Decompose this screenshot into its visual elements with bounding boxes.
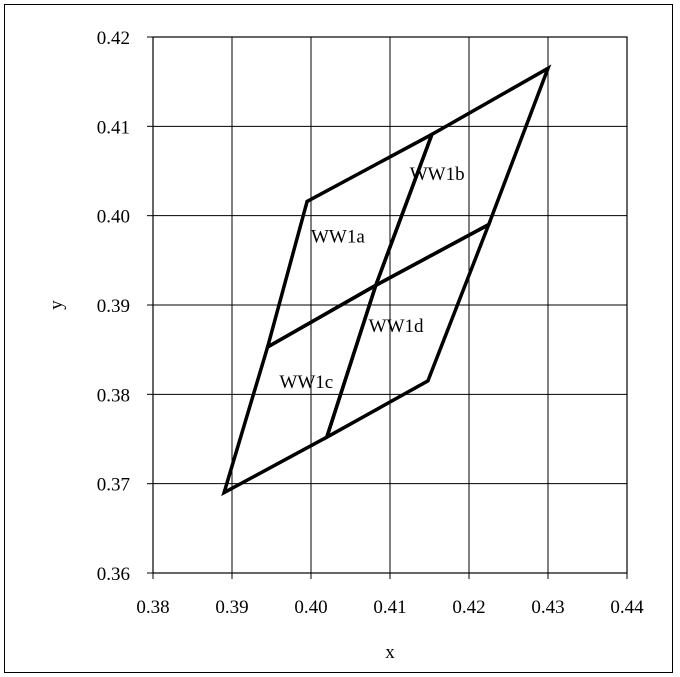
region-labels: WW1a WW1b WW1c WW1d: [279, 164, 464, 393]
region-label-ww1c: WW1c: [279, 372, 333, 393]
y-tick-label: 0.42: [97, 28, 130, 49]
y-tick-label: 0.40: [97, 207, 130, 228]
y-tick-label: 0.37: [97, 475, 130, 496]
x-tick-label: 0.44: [610, 597, 644, 618]
region-label-ww1a: WW1a: [311, 226, 365, 247]
x-tick-label: 0.43: [531, 597, 564, 618]
grid-quadrilaterals: [221, 64, 552, 497]
region-label-ww1d: WW1d: [369, 316, 424, 337]
x-tick-label: 0.40: [294, 597, 327, 618]
x-axis-title: x: [385, 642, 395, 663]
region-label-ww1b: WW1b: [410, 164, 465, 185]
y-tick-label: 0.38: [97, 385, 130, 406]
y-tick-label: 0.41: [97, 117, 130, 138]
region-ww1d: [323, 220, 493, 441]
y-tick-label: 0.39: [97, 296, 130, 317]
x-tick-label: 0.41: [373, 597, 406, 618]
x-tick-label: 0.42: [452, 597, 485, 618]
axis-ticks: 0.38 0.39 0.40 0.41 0.42 0.43 0.44 0.36 0.37 0.38…: [97, 28, 644, 618]
x-tick-label: 0.39: [215, 597, 248, 618]
x-tick-label: 0.38: [136, 597, 169, 618]
y-axis-title: y: [46, 300, 67, 310]
y-tick-label: 0.36: [97, 564, 130, 585]
chart-frame: [4, 4, 673, 673]
